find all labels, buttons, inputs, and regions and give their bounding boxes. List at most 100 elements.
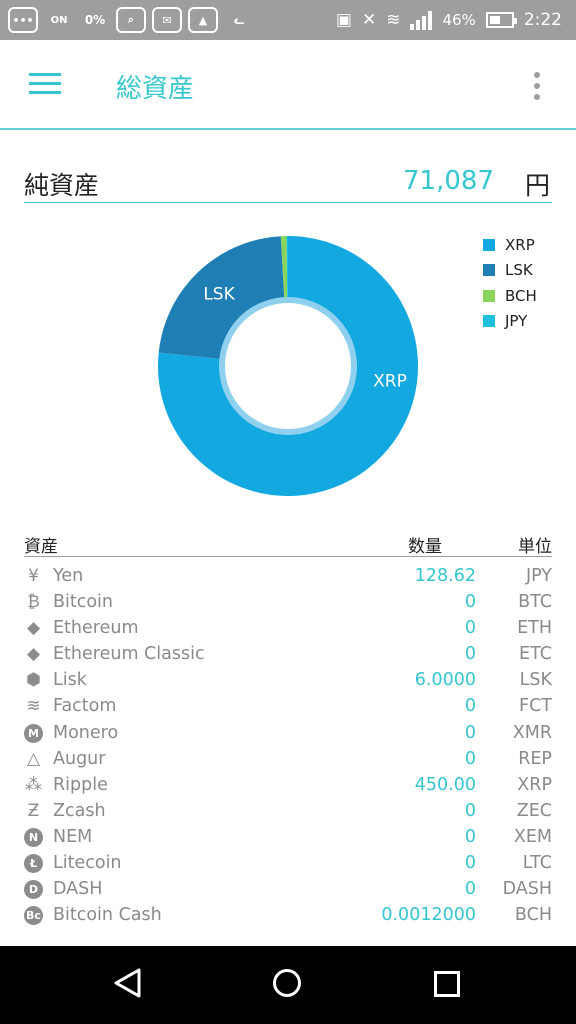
legend-item-lsk: LSK xyxy=(483,258,537,284)
signal-icon xyxy=(410,10,433,30)
slice-label-lsk: LSK xyxy=(203,285,235,305)
notification-icons: ••• ON 0% ⌕ ✉ ▲ ᓚ xyxy=(0,7,254,33)
asset-unit: XRP xyxy=(517,774,552,795)
table-row[interactable]: ₿ Bitcoin 0 BTC xyxy=(24,590,552,616)
messages-icon: ••• xyxy=(8,7,38,33)
asset-quantity: 6.0000 xyxy=(414,670,476,691)
table-row[interactable]: ≋ Factom 0 FCT xyxy=(24,694,552,720)
asset-name: Ripple xyxy=(53,774,108,795)
asset-unit: FCT xyxy=(519,696,552,717)
wifi-icon: ≋ xyxy=(386,10,401,30)
asset-quantity: 0 xyxy=(464,644,476,665)
asset-quantity: 0.0012000 xyxy=(381,905,476,926)
table-row[interactable]: Bc Bitcoin Cash 0.0012000 BCH xyxy=(24,903,552,929)
battery-percent: 46% xyxy=(442,11,476,29)
table-row[interactable]: N NEM 0 XEM xyxy=(24,825,552,851)
asset-name: Yen xyxy=(53,566,84,586)
data-saver-icon: 0% xyxy=(80,7,110,33)
nfc-icon: ON xyxy=(44,7,74,33)
asset-quantity: 0 xyxy=(464,618,476,639)
navigation-bar xyxy=(0,946,576,1024)
asset-quantity: 0 xyxy=(464,800,476,821)
lisk-icon: ⬢ xyxy=(26,670,41,691)
table-row[interactable]: D DASH 0 DASH xyxy=(24,877,552,903)
battery-icon xyxy=(485,12,517,28)
asset-quantity: 0 xyxy=(464,853,476,874)
table-header: 資産 数量 単位 xyxy=(24,530,552,557)
home-icon[interactable] xyxy=(273,969,301,997)
asset-donut-chart[interactable]: XRP LSK xyxy=(150,228,426,504)
factom-icon: ≋ xyxy=(26,696,41,717)
yen-icon: ¥ xyxy=(28,566,39,586)
table-row[interactable]: Ƶ Zcash 0 ZEC xyxy=(24,799,552,825)
monero-icon: M xyxy=(24,723,43,743)
donut-hole xyxy=(219,297,357,435)
asset-name: Bitcoin xyxy=(53,592,114,613)
augur-icon: △ xyxy=(26,748,41,769)
asset-unit: ETH xyxy=(517,618,552,639)
table-row[interactable]: ⁂ Ripple 450.00 XRP xyxy=(24,773,552,799)
more-options-icon[interactable] xyxy=(533,72,541,100)
asset-quantity: 0 xyxy=(464,696,476,717)
pie-slice-jpy[interactable] xyxy=(286,236,288,301)
asset-name: Ethereum xyxy=(53,618,139,639)
menu-icon[interactable] xyxy=(29,73,61,95)
table-row[interactable]: ◆ Ethereum 0 ETH xyxy=(24,616,552,642)
page-title: 総資産 xyxy=(116,74,195,104)
mail-icon: ✉ xyxy=(152,7,182,33)
asset-name: Lisk xyxy=(53,670,87,691)
image-icon: ▲ xyxy=(188,7,218,33)
asset-unit: ETC xyxy=(519,644,552,665)
asset-quantity: 0 xyxy=(464,879,476,900)
app-bar: 総資産 xyxy=(0,40,576,130)
table-row[interactable]: ⬢ Lisk 6.0000 LSK xyxy=(24,668,552,694)
asset-quantity: 0 xyxy=(464,748,476,769)
vibrate-icon: ▣ xyxy=(335,10,352,30)
asset-unit: XEM xyxy=(513,826,552,847)
asset-quantity: 128.62 xyxy=(414,566,476,586)
asset-name: DASH xyxy=(53,879,103,900)
asset-name: Augur xyxy=(53,748,106,769)
ripple-icon: ⁂ xyxy=(25,774,42,795)
pie-slice-xrp[interactable] xyxy=(158,236,418,496)
net-worth-row: 純資産 71,087 円 xyxy=(24,162,552,203)
asset-name: Monero xyxy=(53,722,119,743)
table-row[interactable]: ◆ Ethereum Classic 0 ETC xyxy=(24,642,552,668)
legend-label: JPY xyxy=(505,312,528,331)
litecoin-icon: Ł xyxy=(24,854,43,874)
legend-swatch xyxy=(483,315,495,328)
asset-name: NEM xyxy=(53,826,93,847)
asset-unit: LTC xyxy=(522,853,552,874)
back-icon[interactable] xyxy=(113,968,143,998)
table-row[interactable]: M Monero 0 XMR xyxy=(24,721,552,747)
bitcoin-cash-icon: Bc xyxy=(24,906,43,926)
header-unit: 単位 xyxy=(518,537,552,557)
mute-icon: ✕ xyxy=(361,10,377,30)
shield-icon: ⌕ xyxy=(116,7,146,33)
asset-unit: JPY xyxy=(525,566,552,586)
recent-apps-icon[interactable] xyxy=(434,971,460,997)
asset-quantity: 0 xyxy=(464,592,476,613)
legend-swatch xyxy=(483,238,495,251)
dash-icon: D xyxy=(24,880,43,900)
asset-quantity: 0 xyxy=(464,722,476,743)
net-worth-unit: 円 xyxy=(524,171,550,200)
nfc-on-label: ON xyxy=(50,14,68,26)
ethereum-icon: ◆ xyxy=(26,618,41,639)
header-quantity: 数量 xyxy=(408,537,442,557)
legend-label: LSK xyxy=(505,261,533,280)
table-row[interactable]: Ł Litecoin 0 LTC xyxy=(24,851,552,877)
table-row[interactable]: ¥ Yen 128.62 JPY xyxy=(24,564,552,590)
asset-quantity: 0 xyxy=(464,826,476,847)
legend-label: XRP xyxy=(505,235,535,254)
asset-name: Zcash xyxy=(53,800,106,821)
legend-item-xrp: XRP xyxy=(483,232,537,258)
pie-slice-lsk[interactable] xyxy=(158,236,285,360)
legend-label: BCH xyxy=(505,286,537,305)
legend-item-jpy: JPY xyxy=(483,309,537,335)
legend-item-bch: BCH xyxy=(483,283,537,309)
asset-unit: BCH xyxy=(514,905,552,926)
table-row[interactable]: △ Augur 0 REP xyxy=(24,747,552,773)
pie-slice-bch[interactable] xyxy=(280,236,288,301)
header-asset: 資産 xyxy=(24,537,58,557)
